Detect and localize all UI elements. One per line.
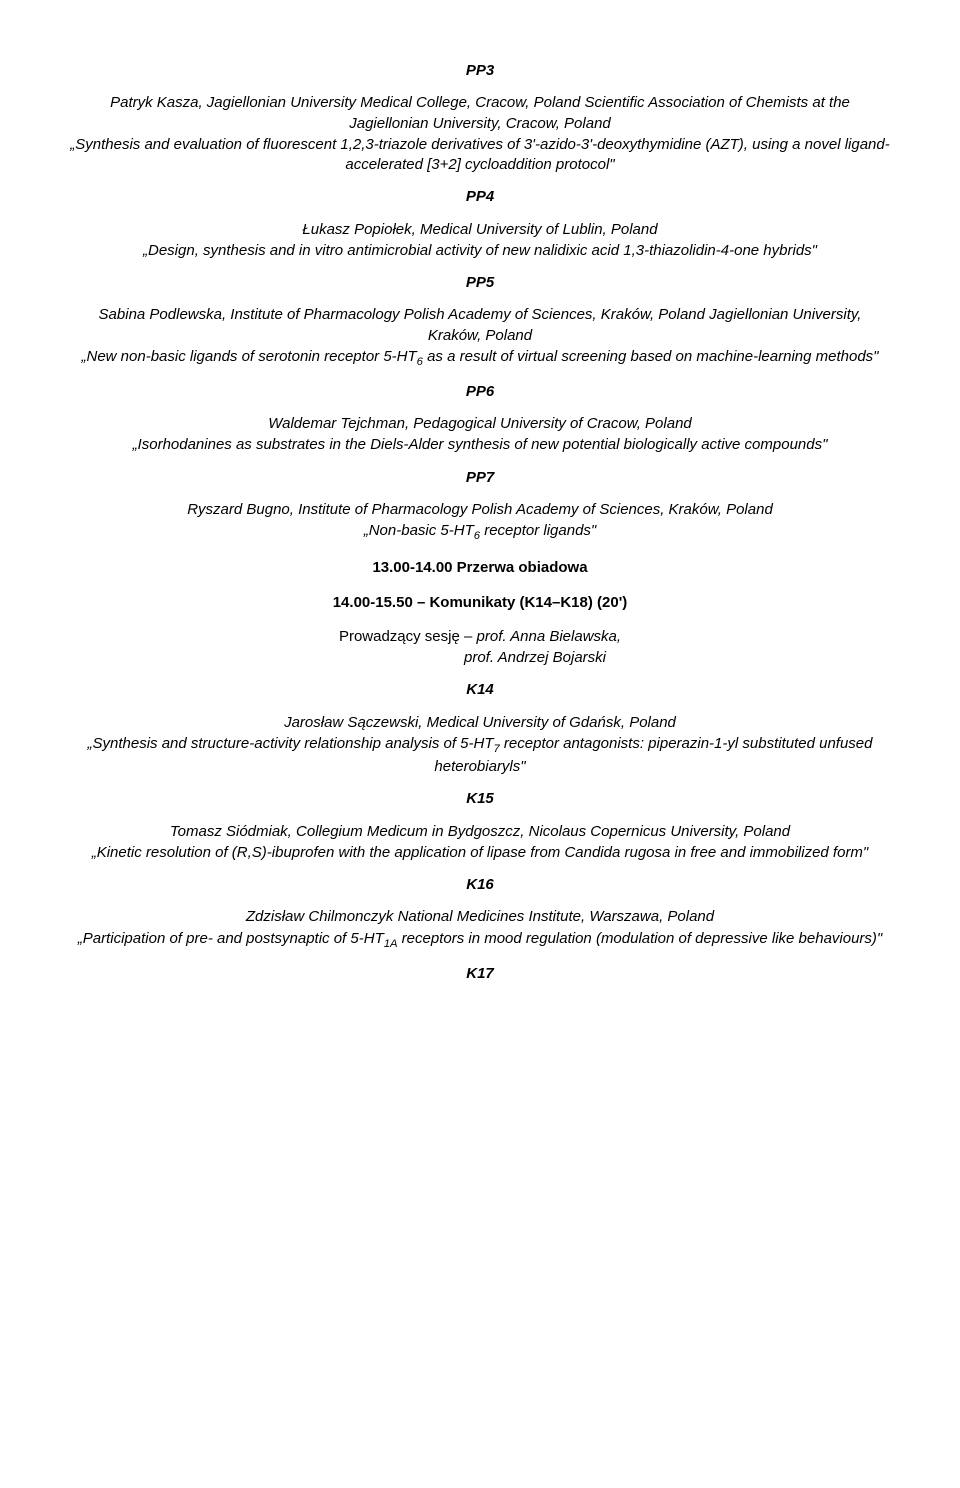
entry-author-pp3: Patryk Kasza, Jagiellonian University Me…: [70, 93, 890, 134]
entry-author-pp7: Ryszard Bugno, Institute of Pharmacology…: [70, 500, 890, 520]
entry-author-k14: Jarosław Sączewski, Medical University o…: [70, 713, 890, 733]
entry-code-pp6: PP6: [70, 382, 890, 402]
entry-title-pp4: „Design, synthesis and in vitro antimicr…: [70, 241, 890, 261]
entry-title-k14: „Synthesis and structure-activity relati…: [70, 734, 890, 777]
session-chair-line2: prof. Andrzej Bojarski: [70, 648, 890, 668]
entry-title-k15: „Kinetic resolution of (R,S)-ibuprofen w…: [70, 843, 890, 863]
entry-code-pp7: PP7: [70, 468, 890, 488]
entry-author-pp4: Łukasz Popiołek, Medical University of L…: [70, 220, 890, 240]
entry-code-k14: K14: [70, 680, 890, 700]
entry-author-k15: Tomasz Siódmiak, Collegium Medicum in By…: [70, 822, 890, 842]
entry-code-pp4: PP4: [70, 187, 890, 207]
entry-title-pp3: „Synthesis and evaluation of fluorescent…: [70, 135, 890, 176]
entry-title-k16: „Participation of pre- and postsynaptic …: [70, 929, 890, 952]
schedule-break: 13.00-14.00 Przerwa obiadowa: [70, 558, 890, 578]
entry-author-pp6: Waldemar Tejchman, Pedagogical Universit…: [70, 414, 890, 434]
entry-title-pp7: „Non-basic 5-HT6 receptor ligands": [70, 521, 890, 544]
entry-code-k15: K15: [70, 789, 890, 809]
entry-author-k16: Zdzisław Chilmonczyk National Medicines …: [70, 907, 890, 927]
entry-code-pp5: PP5: [70, 273, 890, 293]
entry-code-k17: K17: [70, 964, 890, 984]
entry-title-pp6: „Isorhodanines as substrates in the Diel…: [70, 435, 890, 455]
entry-title-pp5: „New non-basic ligands of serotonin rece…: [70, 347, 890, 370]
entry-code-k16: K16: [70, 875, 890, 895]
entry-author-pp5: Sabina Podlewska, Institute of Pharmacol…: [70, 305, 890, 346]
schedule-session: 14.00-15.50 – Komunikaty (K14–K18) (20'): [70, 593, 890, 613]
session-chair-line1: Prowadzący sesję – prof. Anna Bielawska,: [70, 627, 890, 647]
entry-code-pp3: PP3: [70, 61, 890, 81]
